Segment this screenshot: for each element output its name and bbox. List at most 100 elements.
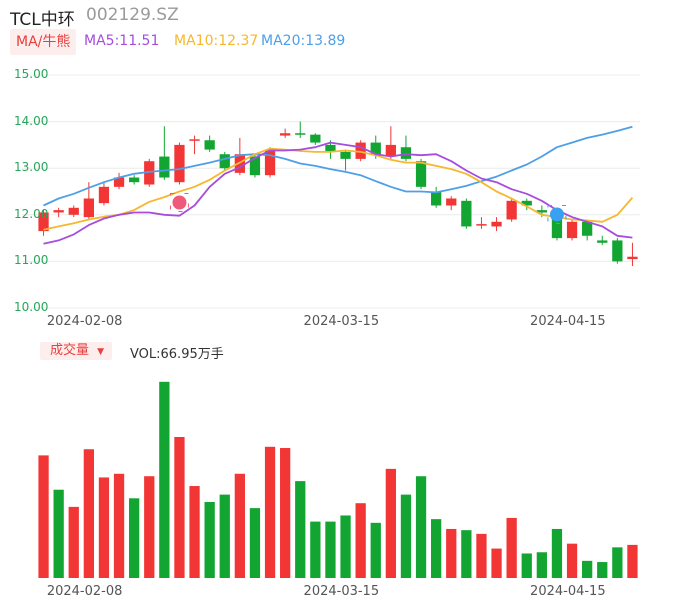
candle-body — [612, 240, 623, 262]
volume-bar — [310, 521, 321, 578]
volume-bar — [264, 446, 276, 578]
volume-bar — [129, 498, 140, 578]
candle-body — [189, 139, 200, 141]
bear-icon — [547, 204, 567, 224]
volume-bar — [98, 477, 110, 578]
volume-bar — [53, 489, 64, 578]
x-tick-label: 2024-02-08 — [46, 314, 123, 329]
volume-bar — [385, 468, 396, 578]
candle-body — [159, 156, 170, 178]
y-tick-label: 10.00 — [14, 300, 49, 314]
volume-bar — [431, 519, 442, 578]
volume-bar — [249, 508, 261, 578]
volume-bar — [189, 486, 200, 578]
candle-body — [340, 151, 351, 159]
candle-body — [551, 214, 563, 239]
candle-body — [461, 200, 472, 227]
candle-body — [582, 221, 593, 236]
volume-indicator-tab[interactable]: 成交量 ▼ — [40, 342, 113, 360]
x-tick-label: 2024-04-15 — [530, 584, 606, 599]
candle-body — [264, 149, 276, 176]
volume-bar — [83, 449, 94, 578]
candle-body — [53, 210, 64, 213]
candle-body — [415, 161, 427, 187]
x-tick-label: 2024-02-08 — [46, 584, 123, 599]
caret-down-icon: ▼ — [97, 347, 105, 357]
candle-body — [219, 154, 230, 169]
bull-icon — [169, 193, 189, 213]
candle-body — [491, 221, 502, 227]
volume-bar — [551, 528, 563, 578]
volume-bar — [597, 562, 608, 578]
candle-body — [370, 142, 381, 155]
y-tick-label: 13.00 — [14, 160, 49, 175]
candle-body — [144, 161, 155, 185]
candle-body — [400, 147, 412, 159]
candle-body — [325, 144, 336, 152]
volume-bar — [68, 506, 79, 578]
candle-body — [355, 142, 366, 159]
volume-bar — [355, 503, 366, 578]
volume-bar — [295, 481, 306, 578]
volume-bar — [627, 544, 638, 578]
ma20-legend: MA20:13.89 — [261, 33, 346, 49]
x-tick-label: 2024-03-15 — [303, 314, 380, 329]
volume-bar — [234, 473, 245, 578]
volume-bar — [38, 455, 49, 578]
y-tick-label: 15.00 — [14, 67, 49, 81]
ma5-legend: MA5:11.51 — [84, 33, 160, 49]
candle-body — [446, 198, 457, 206]
candle-body — [597, 240, 608, 243]
ma5-line — [43, 141, 633, 245]
candle-body — [38, 212, 49, 232]
volume-bar — [582, 560, 593, 578]
candle-body — [98, 186, 110, 204]
volume-bar — [415, 476, 427, 578]
stock-code: 002129.SZ — [86, 5, 179, 25]
y-tick-label: 14.00 — [14, 113, 49, 128]
bull-icon-frame — [169, 193, 189, 213]
x-tick-label: 2024-03-15 — [303, 584, 380, 599]
candle-body — [627, 256, 638, 260]
bear-icon-badge — [549, 207, 564, 222]
volume-bar — [340, 515, 351, 578]
volume-bar — [506, 517, 517, 578]
candle-body — [566, 221, 578, 239]
volume-bar — [446, 528, 457, 578]
candle-body — [476, 224, 487, 226]
stock-name: TCL中环 — [10, 10, 75, 30]
volume-value: VOL:66.95万手 — [130, 347, 224, 362]
volume-bar — [476, 533, 487, 578]
volume-tab-label: 成交量 — [50, 343, 90, 358]
ma-indicator-tab[interactable]: MA/牛熊 — [10, 29, 77, 55]
y-tick-label: 11.00 — [14, 253, 49, 268]
volume-bar — [204, 501, 215, 578]
volume-bar — [174, 436, 185, 578]
candle-body — [506, 200, 517, 220]
candle-body — [431, 191, 442, 206]
candle-body — [68, 207, 79, 215]
candle-body — [280, 133, 291, 136]
candle-body — [249, 156, 261, 176]
volume-bar — [219, 494, 230, 578]
volume-bar — [113, 473, 125, 578]
volume-bar — [536, 552, 547, 578]
volume-bar — [461, 530, 472, 578]
ma10-legend: MA10:12.37 — [174, 33, 259, 49]
x-tick-label: 2024-04-15 — [530, 314, 606, 329]
candle-body — [295, 133, 306, 135]
volume-bar — [325, 521, 336, 578]
volume-bar — [370, 522, 381, 578]
y-tick-label: 12.00 — [14, 206, 49, 221]
bull-icon-badge — [172, 195, 187, 210]
candle-body — [385, 144, 396, 157]
ma10-line — [43, 147, 634, 231]
volume-bar — [521, 553, 532, 578]
candle-body — [536, 210, 547, 213]
candle-body — [204, 140, 215, 150]
ma20-line — [43, 125, 633, 207]
candle-body — [129, 177, 140, 183]
volume-bar — [566, 543, 578, 578]
candle-body — [174, 144, 185, 183]
